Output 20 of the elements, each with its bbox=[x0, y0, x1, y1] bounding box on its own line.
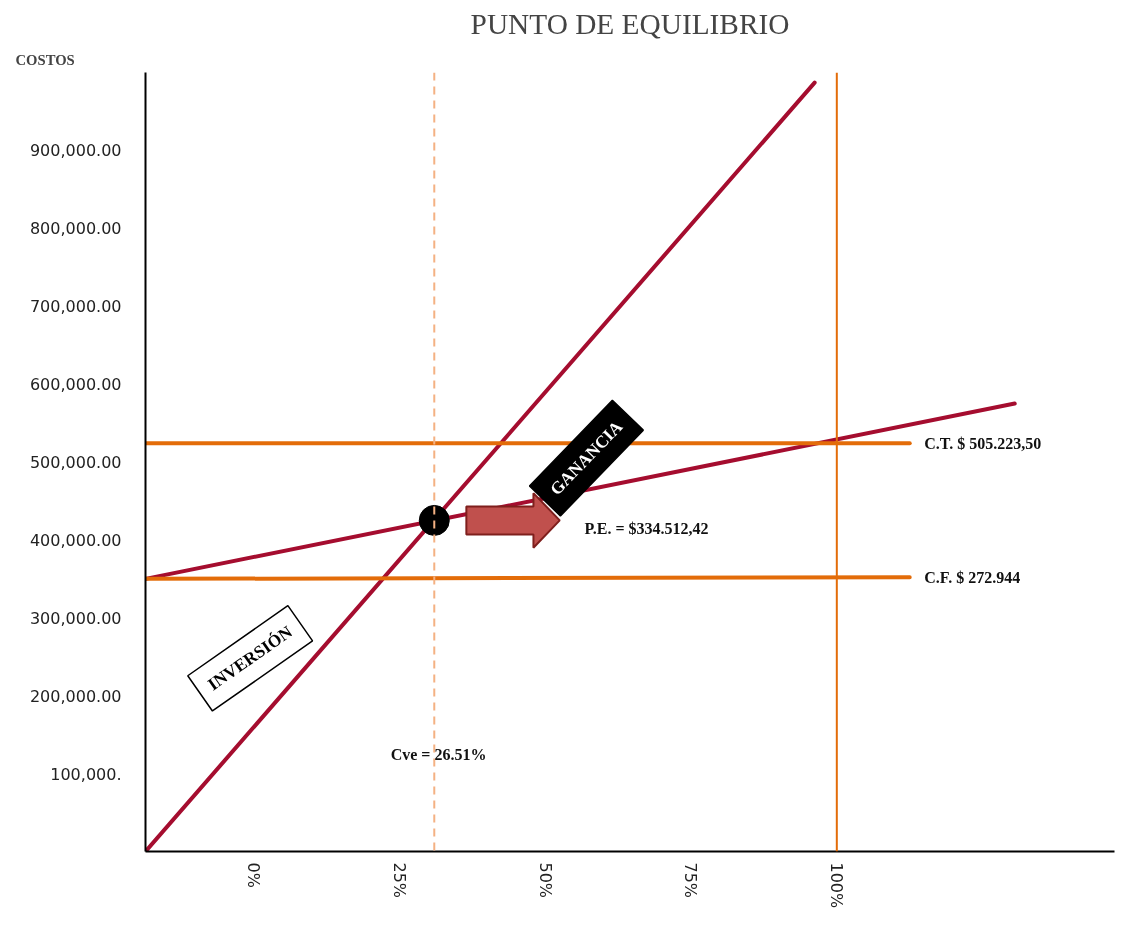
x-tick-label: 100% bbox=[827, 862, 847, 909]
chart-title: PUNTO DE EQUILIBRIO bbox=[470, 7, 790, 40]
y-axis-title: COSTOS bbox=[15, 51, 75, 68]
y-tick-label: 100,000. bbox=[50, 764, 122, 784]
y-tick-label: 200,000.00 bbox=[29, 686, 122, 706]
annotation: Cve = 26.51% bbox=[390, 745, 487, 763]
x-tick-label: 50% bbox=[535, 862, 555, 899]
y-tick-label: 800,000.00 bbox=[29, 219, 122, 239]
annotation: C.F. $ 272.944 bbox=[924, 568, 1021, 586]
annotation: C.T. $ 505.223,50 bbox=[924, 434, 1042, 452]
x-tick-label: 75% bbox=[681, 862, 701, 899]
x-tick-label: 25% bbox=[389, 862, 409, 899]
y-tick-label: 500,000.00 bbox=[29, 453, 122, 472]
y-tick-label: 700,000.00 bbox=[29, 297, 122, 317]
y-tick-label: 600,000.00 bbox=[29, 375, 122, 395]
annotation: P.E. = $334.512,42 bbox=[584, 519, 709, 537]
x-tick-label: 0% bbox=[243, 862, 263, 888]
y-tick-label: 900,000.00 bbox=[29, 141, 122, 161]
y-tick-label: 300,000.00 bbox=[29, 608, 122, 628]
y-tick-label: 400,000.00 bbox=[29, 530, 122, 550]
